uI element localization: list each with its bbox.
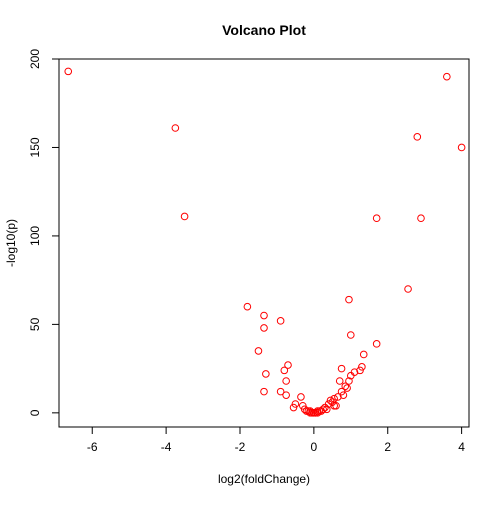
y-tick-label: 150 (28, 137, 42, 157)
data-point (306, 409, 314, 417)
data-point (276, 387, 285, 396)
data-point (297, 393, 305, 401)
data-point (243, 302, 252, 311)
data-point (284, 361, 292, 369)
data-point (282, 391, 290, 399)
x-tick-label: -6 (87, 440, 98, 454)
data-point (260, 311, 268, 320)
x-tick-label: 4 (458, 440, 465, 454)
data-point (358, 363, 366, 371)
x-axis-label: log2(foldChange) (218, 472, 310, 486)
data-point (359, 350, 368, 359)
data-point (300, 405, 309, 414)
data-point (332, 401, 340, 410)
x-tick-label: 2 (384, 440, 391, 454)
data-point (335, 377, 344, 385)
x-tick-label: -2 (235, 440, 246, 454)
data-point (339, 391, 348, 399)
data-point (291, 400, 300, 408)
data-point (276, 317, 285, 325)
data-point (64, 67, 73, 76)
y-tick-label: 0 (28, 409, 42, 416)
data-point (337, 387, 346, 396)
data-point (262, 370, 270, 378)
data-point (289, 403, 298, 412)
data-point (337, 364, 346, 373)
data-point (356, 366, 364, 375)
data-point (326, 396, 335, 405)
data-point (413, 133, 422, 141)
x-tick-label: 0 (311, 440, 318, 454)
chart-title: Volcano Plot (222, 22, 306, 38)
data-point (254, 347, 263, 355)
y-tick-label: 200 (28, 49, 42, 69)
data-point (180, 212, 189, 221)
data-point (260, 387, 268, 396)
data-point (345, 295, 353, 304)
data-point (298, 401, 307, 410)
data-point (260, 324, 268, 332)
data-point (334, 393, 342, 401)
x-tick-label: -4 (161, 440, 172, 454)
data-point (310, 409, 318, 417)
plot-frame (58, 58, 470, 428)
data-point (443, 72, 451, 81)
data-point (372, 340, 381, 348)
data-point (347, 331, 355, 339)
data-point (280, 366, 289, 375)
y-axis-label: -log10(p) (4, 219, 18, 267)
data-point (372, 214, 381, 223)
data-point (171, 124, 180, 132)
data-point (319, 405, 327, 414)
data-point (347, 371, 355, 380)
data-point (417, 214, 425, 223)
data-point (457, 143, 466, 152)
data-point (404, 285, 412, 293)
data-point (343, 384, 351, 392)
axes-layer: -6 -4 -2 0 2 4 0 50 100 150 200 (28, 49, 470, 454)
data-point (345, 377, 353, 385)
y-tick-label: 100 (28, 226, 42, 246)
data-point (341, 382, 350, 391)
data-point (313, 409, 322, 417)
y-tick-label: 50 (28, 317, 42, 331)
data-point (322, 405, 331, 414)
data-point (282, 377, 290, 385)
points-layer (64, 67, 466, 417)
